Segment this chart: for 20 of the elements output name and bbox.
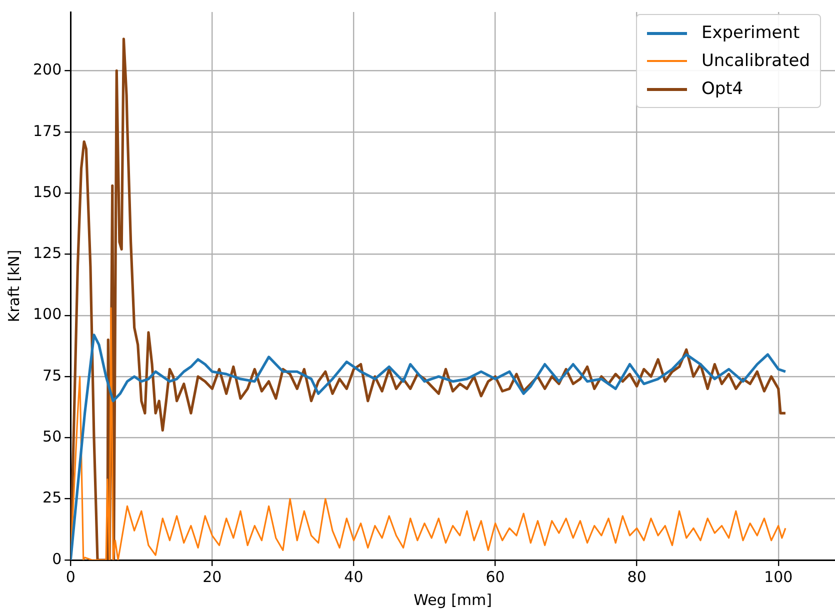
x-tick-label: 80 bbox=[627, 568, 646, 586]
y-tick-label: 50 bbox=[42, 428, 62, 446]
y-tick-label: 150 bbox=[32, 182, 62, 201]
y-tick-label: 0 bbox=[52, 550, 62, 568]
x-axis-title: Weg [mm] bbox=[414, 590, 492, 609]
y-tick-label: 100 bbox=[32, 305, 62, 324]
y-tick-label: 25 bbox=[42, 488, 62, 507]
x-tick-label: 100 bbox=[764, 568, 793, 586]
legend-label: Experiment bbox=[701, 23, 800, 43]
x-tick-label: 40 bbox=[344, 568, 364, 586]
legend-label: Opt4 bbox=[701, 79, 744, 99]
y-tick-label: 75 bbox=[42, 366, 62, 384]
x-tick-label: 0 bbox=[66, 568, 76, 586]
y-tick-label: 125 bbox=[32, 244, 62, 262]
y-tick-label: 175 bbox=[32, 122, 62, 140]
y-tick-label: 200 bbox=[32, 60, 62, 79]
x-tick-label: 20 bbox=[202, 568, 222, 586]
x-tick-label: 60 bbox=[486, 568, 505, 586]
y-axis-title: Kraft [kN] bbox=[4, 250, 23, 322]
legend-label: Uncalibrated bbox=[701, 51, 810, 71]
